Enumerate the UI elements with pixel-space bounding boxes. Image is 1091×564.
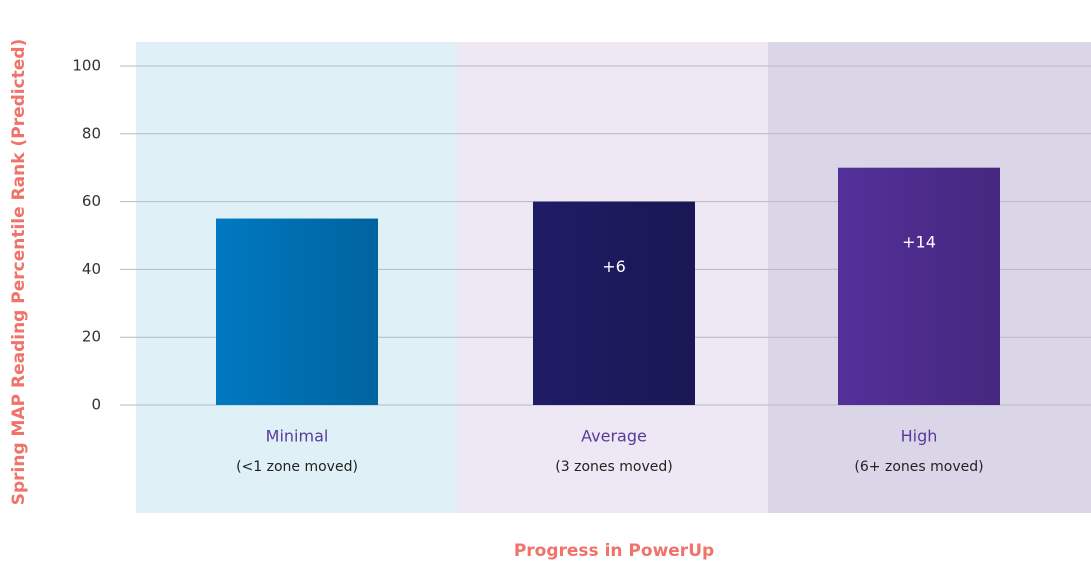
bar-shade — [838, 167, 1000, 405]
x-axis-title: Progress in PowerUp — [514, 541, 714, 561]
bar-shade — [533, 201, 695, 405]
y-tick-label: 100 — [72, 57, 101, 75]
bar-annotation: +6 — [602, 257, 626, 276]
y-tick-label: 20 — [82, 328, 101, 346]
y-axis-title: Spring MAP Reading Percentile Rank (Pred… — [9, 39, 29, 506]
category-note: (<1 zone moved) — [236, 459, 358, 475]
y-tick-label: 60 — [82, 192, 101, 210]
x-tick-label: Minimal — [266, 427, 329, 446]
x-tick-label: High — [901, 427, 938, 446]
bar-annotation: +14 — [902, 232, 936, 251]
category-note: (3 zones moved) — [555, 459, 672, 475]
x-tick-label: Average — [581, 427, 647, 446]
y-tick-label: 0 — [91, 396, 101, 414]
y-tick-label: 40 — [82, 260, 101, 278]
y-tick-label: 80 — [82, 124, 101, 142]
category-note: (6+ zones moved) — [854, 459, 983, 475]
bar-shade — [216, 218, 378, 405]
